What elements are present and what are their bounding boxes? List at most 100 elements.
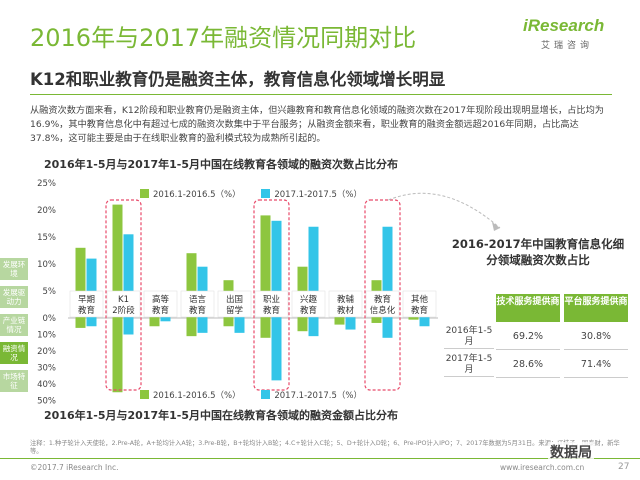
category-label: 语言: [189, 294, 207, 305]
section-sidebar: 发展环境 发展驱动力 产业链情况 融资情况 市场特征: [0, 258, 30, 398]
highlight-box: [253, 199, 290, 391]
bar-amount-2017: [419, 318, 430, 327]
category-label: 其他: [411, 294, 429, 305]
bar-amount-2016: [371, 318, 382, 323]
bar-amount-2016: [75, 318, 86, 328]
sidebar-item-environment[interactable]: 发展环境: [0, 258, 28, 280]
bar-amount-2017: [123, 318, 134, 335]
bar-count-2016: [260, 215, 271, 318]
legend-count: 2016.1-2016.5（%） 2017.1-2017.5（%）: [140, 188, 380, 200]
category-label: K1: [118, 295, 129, 305]
table-cell: 30.8%: [564, 324, 628, 350]
watermark: 数据局: [548, 442, 594, 462]
legend-label-2017: 2017.1-2017.5（%）: [274, 190, 362, 200]
category-label-box: [143, 290, 178, 318]
category-label: 教育: [263, 305, 280, 316]
y-tick-label-bottom: 30%: [37, 364, 56, 374]
table-cell: 69.2%: [496, 324, 560, 350]
category-label: 教育: [300, 305, 317, 316]
sidebar-item-industry-chain[interactable]: 产业链情况: [0, 314, 28, 336]
sidebar-item-financing[interactable]: 融资情况: [0, 342, 28, 364]
legend-label-2016: 2016.1-2016.5（%）: [153, 391, 241, 401]
legend-swatch-2016: [140, 189, 149, 198]
bar-amount-2017: [382, 318, 393, 338]
table-title: 2016-2017年中国教育信息化细分领域融资次数占比: [451, 237, 625, 267]
y-tick-label-top: 20%: [37, 206, 56, 216]
category-label: 出国: [226, 294, 243, 305]
bar-amount-2016: [186, 318, 197, 337]
legend-item-2017: 2017.1-2017.5（%）: [261, 389, 362, 401]
highlight-box: [105, 199, 142, 391]
footnote: 注释：1.种子轮计入天使轮，2.Pre-A轮，A+轮均计入A轮；3.Pre-B轮…: [30, 440, 620, 455]
category-label: 教辅: [337, 294, 355, 305]
bar-count-2017: [86, 258, 97, 318]
table-header-tech: 技术服务提供商: [496, 294, 560, 322]
category-label: 早期: [78, 295, 95, 305]
bar-amount-2016: [334, 318, 345, 325]
connector-arrow: [492, 222, 500, 231]
category-label-box: [180, 290, 215, 318]
bar-count-2017: [308, 226, 319, 318]
bar-amount-2016: [223, 318, 234, 327]
y-tick-label-bottom: 20%: [37, 347, 56, 357]
bar-amount-2017: [271, 318, 282, 381]
copyright: ©2017.7 iResearch Inc.: [30, 463, 119, 472]
category-label: 教育: [189, 305, 206, 316]
bar-amount-2016: [408, 318, 419, 320]
sidebar-item-drivers[interactable]: 发展驱动力: [0, 286, 28, 308]
category-label-box: [365, 290, 400, 318]
site-url[interactable]: www.iresearch.com.cn: [500, 463, 585, 472]
legend-label-2017: 2017.1-2017.5（%）: [274, 391, 362, 401]
chart-title-amount: 2016年1-5月与2017年1-5月中国在线教育各领域的融资金额占比分布: [44, 409, 398, 422]
category-label-box: [328, 290, 363, 318]
page-number: 27: [618, 462, 630, 472]
y-tick-label-top: 15%: [37, 233, 56, 243]
table-cell: 28.6%: [496, 352, 560, 378]
category-label: 留学: [226, 305, 244, 316]
category-label-box: [402, 290, 437, 318]
chart-title-count: 2016年1-5月与2017年1-5月中国在线教育各领域的融资次数占比分布: [44, 158, 398, 171]
legend-swatch-2017: [261, 390, 271, 399]
category-label: 兴趣: [300, 294, 318, 305]
summary-paragraph: 从融资次数方面来看，K12阶段和职业教育仍是融资主体，但兴趣教育和教育信息化领域…: [30, 105, 604, 144]
legend-item-2016: 2016.1-2016.5（%）: [140, 188, 241, 200]
bar-count-2017: [123, 234, 134, 318]
bar-count-2016: [186, 253, 197, 318]
category-label-box: [254, 290, 289, 318]
highlight-box: [364, 199, 401, 391]
table-header-platform: 平台服务提供商: [564, 294, 628, 322]
page-subtitle: K12和职业教育仍是融资主体，教育信息化领域增长明显: [30, 70, 446, 89]
legend-label-2016: 2016.1-2016.5（%）: [153, 190, 241, 200]
table-row-label: 2016年1-5月: [444, 326, 494, 349]
category-label: 教材: [337, 305, 355, 316]
legend-item-2016: 2016.1-2016.5（%）: [140, 389, 241, 401]
bar-amount-2017: [234, 318, 245, 333]
logo-subtext: 艾瑞咨询: [541, 41, 594, 51]
bar-amount-2017: [160, 318, 171, 322]
category-label-box: [106, 290, 141, 318]
y-tick-label-bottom: 10%: [37, 331, 56, 341]
table-cell: 71.4%: [564, 352, 628, 378]
bar-count-2017: [271, 220, 282, 318]
category-label-box: [217, 290, 252, 318]
category-label: 教育: [374, 294, 391, 305]
sidebar-item-market[interactable]: 市场特征: [0, 370, 28, 392]
category-label-box: [291, 290, 326, 318]
y-tick-label-top: 5%: [43, 287, 57, 297]
legend-swatch-2017: [261, 189, 271, 198]
category-label: 职业: [263, 294, 280, 305]
category-label: 教育: [411, 305, 428, 316]
bar-amount-2016: [112, 318, 123, 393]
logo-text: iResearch: [523, 16, 605, 35]
category-label-box: [69, 290, 104, 318]
legend-swatch-2016: [140, 390, 149, 399]
bar-amount-2017: [86, 318, 97, 327]
y-tick-label-top: 10%: [37, 260, 56, 270]
bar-amount-2017: [308, 318, 319, 337]
y-tick-label-top: 25%: [37, 179, 56, 189]
legend-item-2017: 2017.1-2017.5（%）: [261, 188, 362, 200]
bar-amount-2017: [345, 318, 356, 330]
bar-count-2016: [112, 204, 123, 318]
y-tick-label-bottom: 40%: [37, 380, 56, 390]
